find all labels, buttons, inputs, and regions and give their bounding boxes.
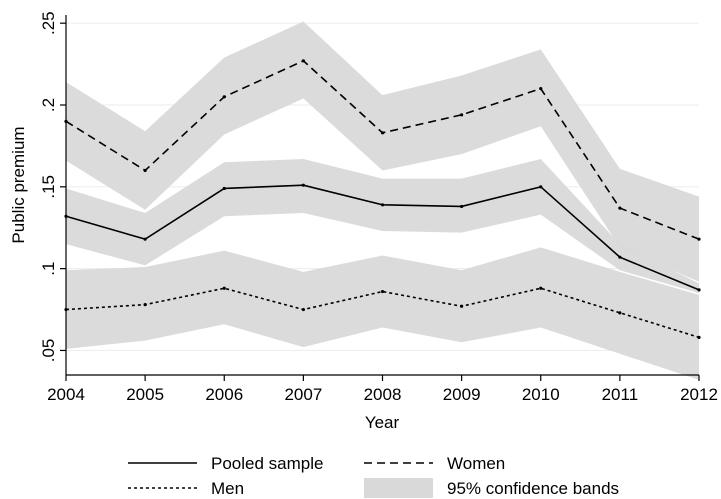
y-tick-label-3: .2 (39, 98, 58, 112)
confidence-bands (66, 21, 699, 380)
x-tick-label-2: 2006 (205, 385, 243, 404)
data-point-1-8 (697, 237, 701, 241)
data-point-2-1 (143, 303, 147, 307)
legend-swatch-confidence-bands (364, 478, 433, 498)
data-point-1-1 (143, 168, 147, 173)
x-tick-label-7: 2011 (602, 385, 639, 404)
data-point-2-3 (301, 307, 305, 312)
y-axis-label: Public premium (9, 126, 28, 243)
y-tick-label-0: .05 (39, 339, 58, 363)
tick-labels: .05 .1 .15 .2 .25 2004 2005 2006 2007 2008 2009 201… (39, 11, 718, 404)
data-point-1-5 (460, 113, 464, 117)
data-point-0-5 (460, 204, 464, 209)
axes (60, 15, 700, 381)
data-point-0-8 (697, 288, 701, 292)
data-point-0-1 (143, 237, 147, 241)
legend-label-men: Men (211, 479, 244, 498)
confidence-band-0 (66, 159, 699, 294)
confidence-band-2 (66, 247, 699, 380)
data-point-1-7 (618, 206, 622, 210)
data-point-2-8 (697, 335, 701, 339)
data-point-0-2 (222, 186, 226, 191)
data-point-0-7 (618, 255, 622, 259)
confidence-band-1 (66, 21, 699, 282)
data-point-1-3 (301, 59, 305, 63)
data-point-2-2 (222, 286, 226, 290)
x-tick-label-8: 2012 (680, 385, 718, 404)
x-tick-label-4: 2008 (364, 385, 402, 404)
legend-label-confidence-bands: 95% confidence bands (447, 479, 619, 498)
y-tick-label-2: .15 (39, 175, 58, 199)
series-lines (64, 59, 701, 339)
x-tick-label-0: 2004 (47, 385, 85, 404)
x-tick-label-1: 2005 (126, 385, 164, 404)
y-tick-label-1: .1 (39, 262, 58, 276)
data-point-1-4 (380, 131, 385, 135)
data-point-2-4 (380, 289, 385, 294)
data-point-2-7 (618, 311, 622, 315)
series-line-men (65, 287, 700, 339)
data-point-1-2 (222, 95, 226, 99)
legend-label-women: Women (447, 454, 505, 473)
y-tick-label-4: .25 (39, 11, 58, 35)
legend-label-pooled-sample: Pooled sample (211, 454, 323, 473)
data-point-1-6 (539, 87, 543, 91)
data-point-0-6 (539, 185, 543, 189)
legend: Pooled sample Women Men 95% confidence b… (128, 454, 619, 498)
x-axis-label: Year (365, 413, 400, 432)
data-point-0-3 (301, 183, 305, 187)
data-point-0-4 (380, 203, 385, 207)
data-point-2-6 (539, 286, 543, 290)
x-tick-label-5: 2009 (443, 385, 481, 404)
x-tick-label-6: 2010 (522, 385, 560, 404)
data-point-2-5 (460, 304, 464, 308)
x-tick-label-3: 2007 (284, 385, 322, 404)
